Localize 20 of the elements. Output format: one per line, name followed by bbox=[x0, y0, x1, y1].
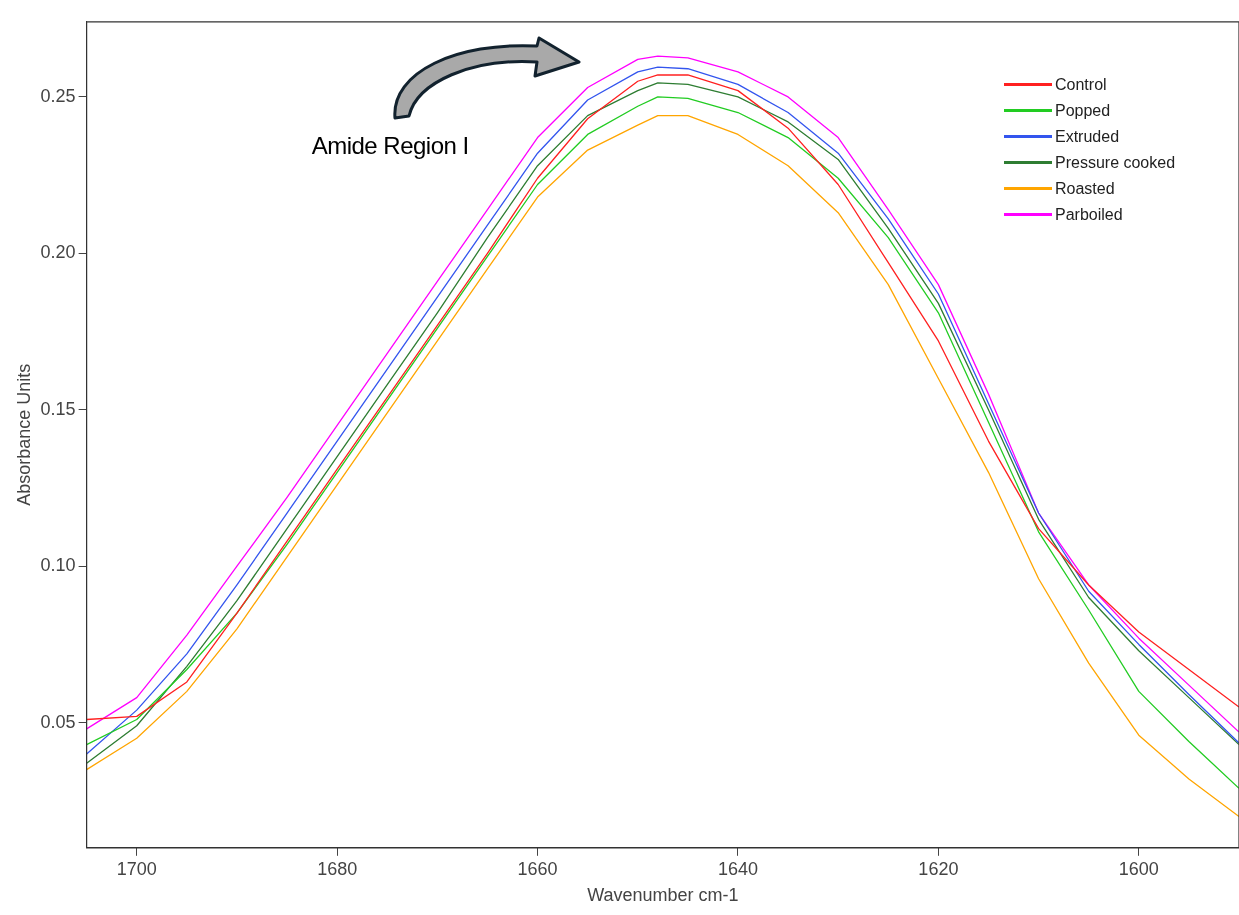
y-axis-title: Absorbance Units bbox=[13, 363, 34, 506]
y-tick-label: 0.25 bbox=[40, 85, 76, 106]
x-tick-label: 1640 bbox=[717, 858, 758, 879]
y-tick-label: 0.05 bbox=[40, 711, 76, 732]
legend-label: Control bbox=[1055, 74, 1107, 95]
legend-label: Parboiled bbox=[1055, 204, 1123, 225]
x-tick-label: 1680 bbox=[317, 858, 358, 879]
x-tick-label: 1700 bbox=[116, 858, 157, 879]
x-tick-label: 1660 bbox=[517, 858, 558, 879]
x-axis-title: Wavenumber cm-1 bbox=[587, 885, 739, 906]
y-tick-label: 0.20 bbox=[40, 242, 76, 263]
legend-label: Roasted bbox=[1055, 178, 1115, 199]
legend-label: Popped bbox=[1055, 100, 1111, 121]
x-tick-label: 1600 bbox=[1118, 858, 1159, 879]
y-tick-label: 0.15 bbox=[40, 398, 76, 419]
legend-label: Pressure cooked bbox=[1055, 152, 1176, 173]
x-tick-label: 1620 bbox=[918, 858, 959, 879]
legend-label: Extruded bbox=[1055, 126, 1120, 147]
y-tick-label: 0.10 bbox=[40, 555, 76, 576]
annotation: Amide Region I bbox=[311, 131, 469, 160]
